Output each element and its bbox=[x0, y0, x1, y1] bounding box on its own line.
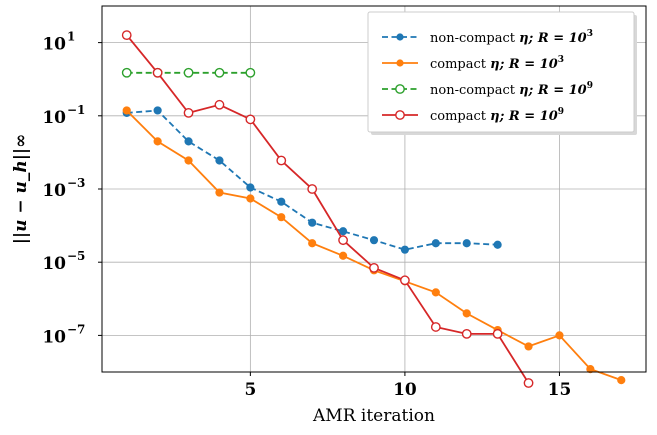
data-point bbox=[215, 156, 224, 165]
data-point bbox=[338, 227, 348, 236]
legend-label-exp: 3 bbox=[587, 29, 593, 39]
legend-label-math: η; R = 10 bbox=[490, 57, 558, 72]
legend-label: compact η; R = 103 bbox=[430, 55, 564, 72]
legend-label-exp: 9 bbox=[558, 107, 564, 117]
data-point bbox=[338, 235, 348, 246]
data-point bbox=[524, 342, 533, 351]
data-point bbox=[277, 213, 286, 222]
data-point bbox=[122, 106, 131, 115]
legend-label-text: non-compact bbox=[430, 83, 519, 98]
data-point bbox=[461, 328, 472, 339]
legend-label-exp: 3 bbox=[558, 55, 564, 65]
y-axis-label-text: ||u − u_h||∞ bbox=[11, 134, 31, 245]
y-tick-base: 10 bbox=[42, 181, 66, 201]
y-tick-base: 10 bbox=[42, 327, 66, 347]
data-point bbox=[153, 137, 162, 146]
legend-item-0: non-compact η; R = 103 bbox=[382, 29, 593, 46]
data-point bbox=[617, 376, 626, 385]
series-layer bbox=[121, 30, 626, 388]
y-tick-label: 10 bbox=[42, 254, 66, 274]
data-point bbox=[276, 155, 287, 166]
data-point bbox=[215, 188, 224, 197]
series-3 bbox=[121, 30, 534, 388]
data-point bbox=[183, 67, 194, 78]
data-point bbox=[555, 331, 564, 340]
data-point bbox=[308, 239, 317, 248]
data-point bbox=[152, 67, 163, 78]
data-point bbox=[214, 99, 225, 110]
data-point bbox=[246, 183, 255, 192]
y-tick-exponent: −1 bbox=[67, 103, 85, 117]
series-line bbox=[126, 34, 530, 384]
legend-box bbox=[367, 11, 635, 133]
legend-item-2: non-compact η; R = 109 bbox=[382, 81, 593, 98]
legend-label-text: compact bbox=[430, 109, 490, 124]
data-point bbox=[400, 275, 410, 286]
data-point bbox=[430, 322, 441, 332]
data-point bbox=[277, 197, 286, 206]
data-point bbox=[245, 114, 256, 125]
legend-swatch-marker bbox=[395, 84, 405, 94]
legend-label: non-compact η; R = 109 bbox=[430, 81, 593, 98]
y-tick-exponent: −5 bbox=[67, 249, 85, 263]
data-point bbox=[245, 67, 256, 78]
y-tick-exponent: 1 bbox=[67, 30, 75, 44]
data-point bbox=[184, 137, 193, 146]
y-tick-label: 10 bbox=[42, 327, 66, 347]
legend-label: compact η; R = 109 bbox=[430, 107, 564, 124]
data-point bbox=[493, 240, 502, 249]
y-tick-base: 10 bbox=[42, 35, 66, 55]
data-point bbox=[369, 236, 379, 245]
x-tick-label: 10 bbox=[393, 380, 417, 400]
data-point bbox=[431, 288, 440, 297]
data-point bbox=[431, 239, 440, 248]
y-tick-base: 10 bbox=[42, 108, 66, 128]
y-tick-label: 10 bbox=[42, 35, 66, 55]
legend-label-text: compact bbox=[430, 57, 490, 72]
legend-label-math: η; R = 10 bbox=[519, 31, 587, 46]
data-point bbox=[153, 106, 162, 115]
y-tick-label: 10 bbox=[42, 108, 66, 128]
y-tick-exponent: −7 bbox=[67, 322, 85, 336]
x-axis-label: AMR iteration bbox=[312, 406, 435, 426]
y-axis-label: ||u − u_h||∞ bbox=[11, 134, 31, 245]
data-point bbox=[586, 365, 595, 374]
legend-label: non-compact η; R = 103 bbox=[430, 29, 593, 46]
data-point bbox=[369, 262, 379, 273]
data-point bbox=[184, 156, 193, 165]
series-2 bbox=[121, 67, 256, 78]
y-tick-base: 10 bbox=[42, 254, 66, 274]
x-tick-label: 15 bbox=[548, 380, 572, 400]
legend-label-math: η; R = 10 bbox=[490, 109, 558, 124]
legend-swatch-marker bbox=[396, 59, 404, 67]
data-point bbox=[307, 184, 318, 194]
data-point bbox=[214, 67, 225, 78]
legend-label-text: non-compact bbox=[430, 31, 519, 46]
data-point bbox=[246, 194, 255, 203]
legend-label-math: η; R = 10 bbox=[519, 83, 587, 98]
legend-label-exp: 9 bbox=[587, 81, 593, 91]
data-point bbox=[121, 67, 132, 78]
data-point bbox=[121, 30, 132, 41]
data-point bbox=[183, 108, 194, 118]
x-tick-label: 5 bbox=[244, 380, 256, 400]
legend-item-3: compact η; R = 109 bbox=[382, 107, 564, 124]
data-point bbox=[338, 251, 348, 260]
data-point bbox=[462, 309, 471, 318]
legend-swatch-marker bbox=[395, 110, 405, 120]
data-point bbox=[400, 245, 410, 254]
legend-swatch-marker bbox=[396, 33, 404, 41]
y-tick-exponent: −3 bbox=[67, 176, 85, 190]
data-point bbox=[523, 378, 534, 388]
data-point bbox=[462, 239, 471, 248]
legend-item-1: compact η; R = 103 bbox=[382, 55, 564, 72]
data-point bbox=[308, 218, 317, 227]
data-point bbox=[492, 328, 503, 339]
y-tick-label: 10 bbox=[42, 181, 66, 201]
